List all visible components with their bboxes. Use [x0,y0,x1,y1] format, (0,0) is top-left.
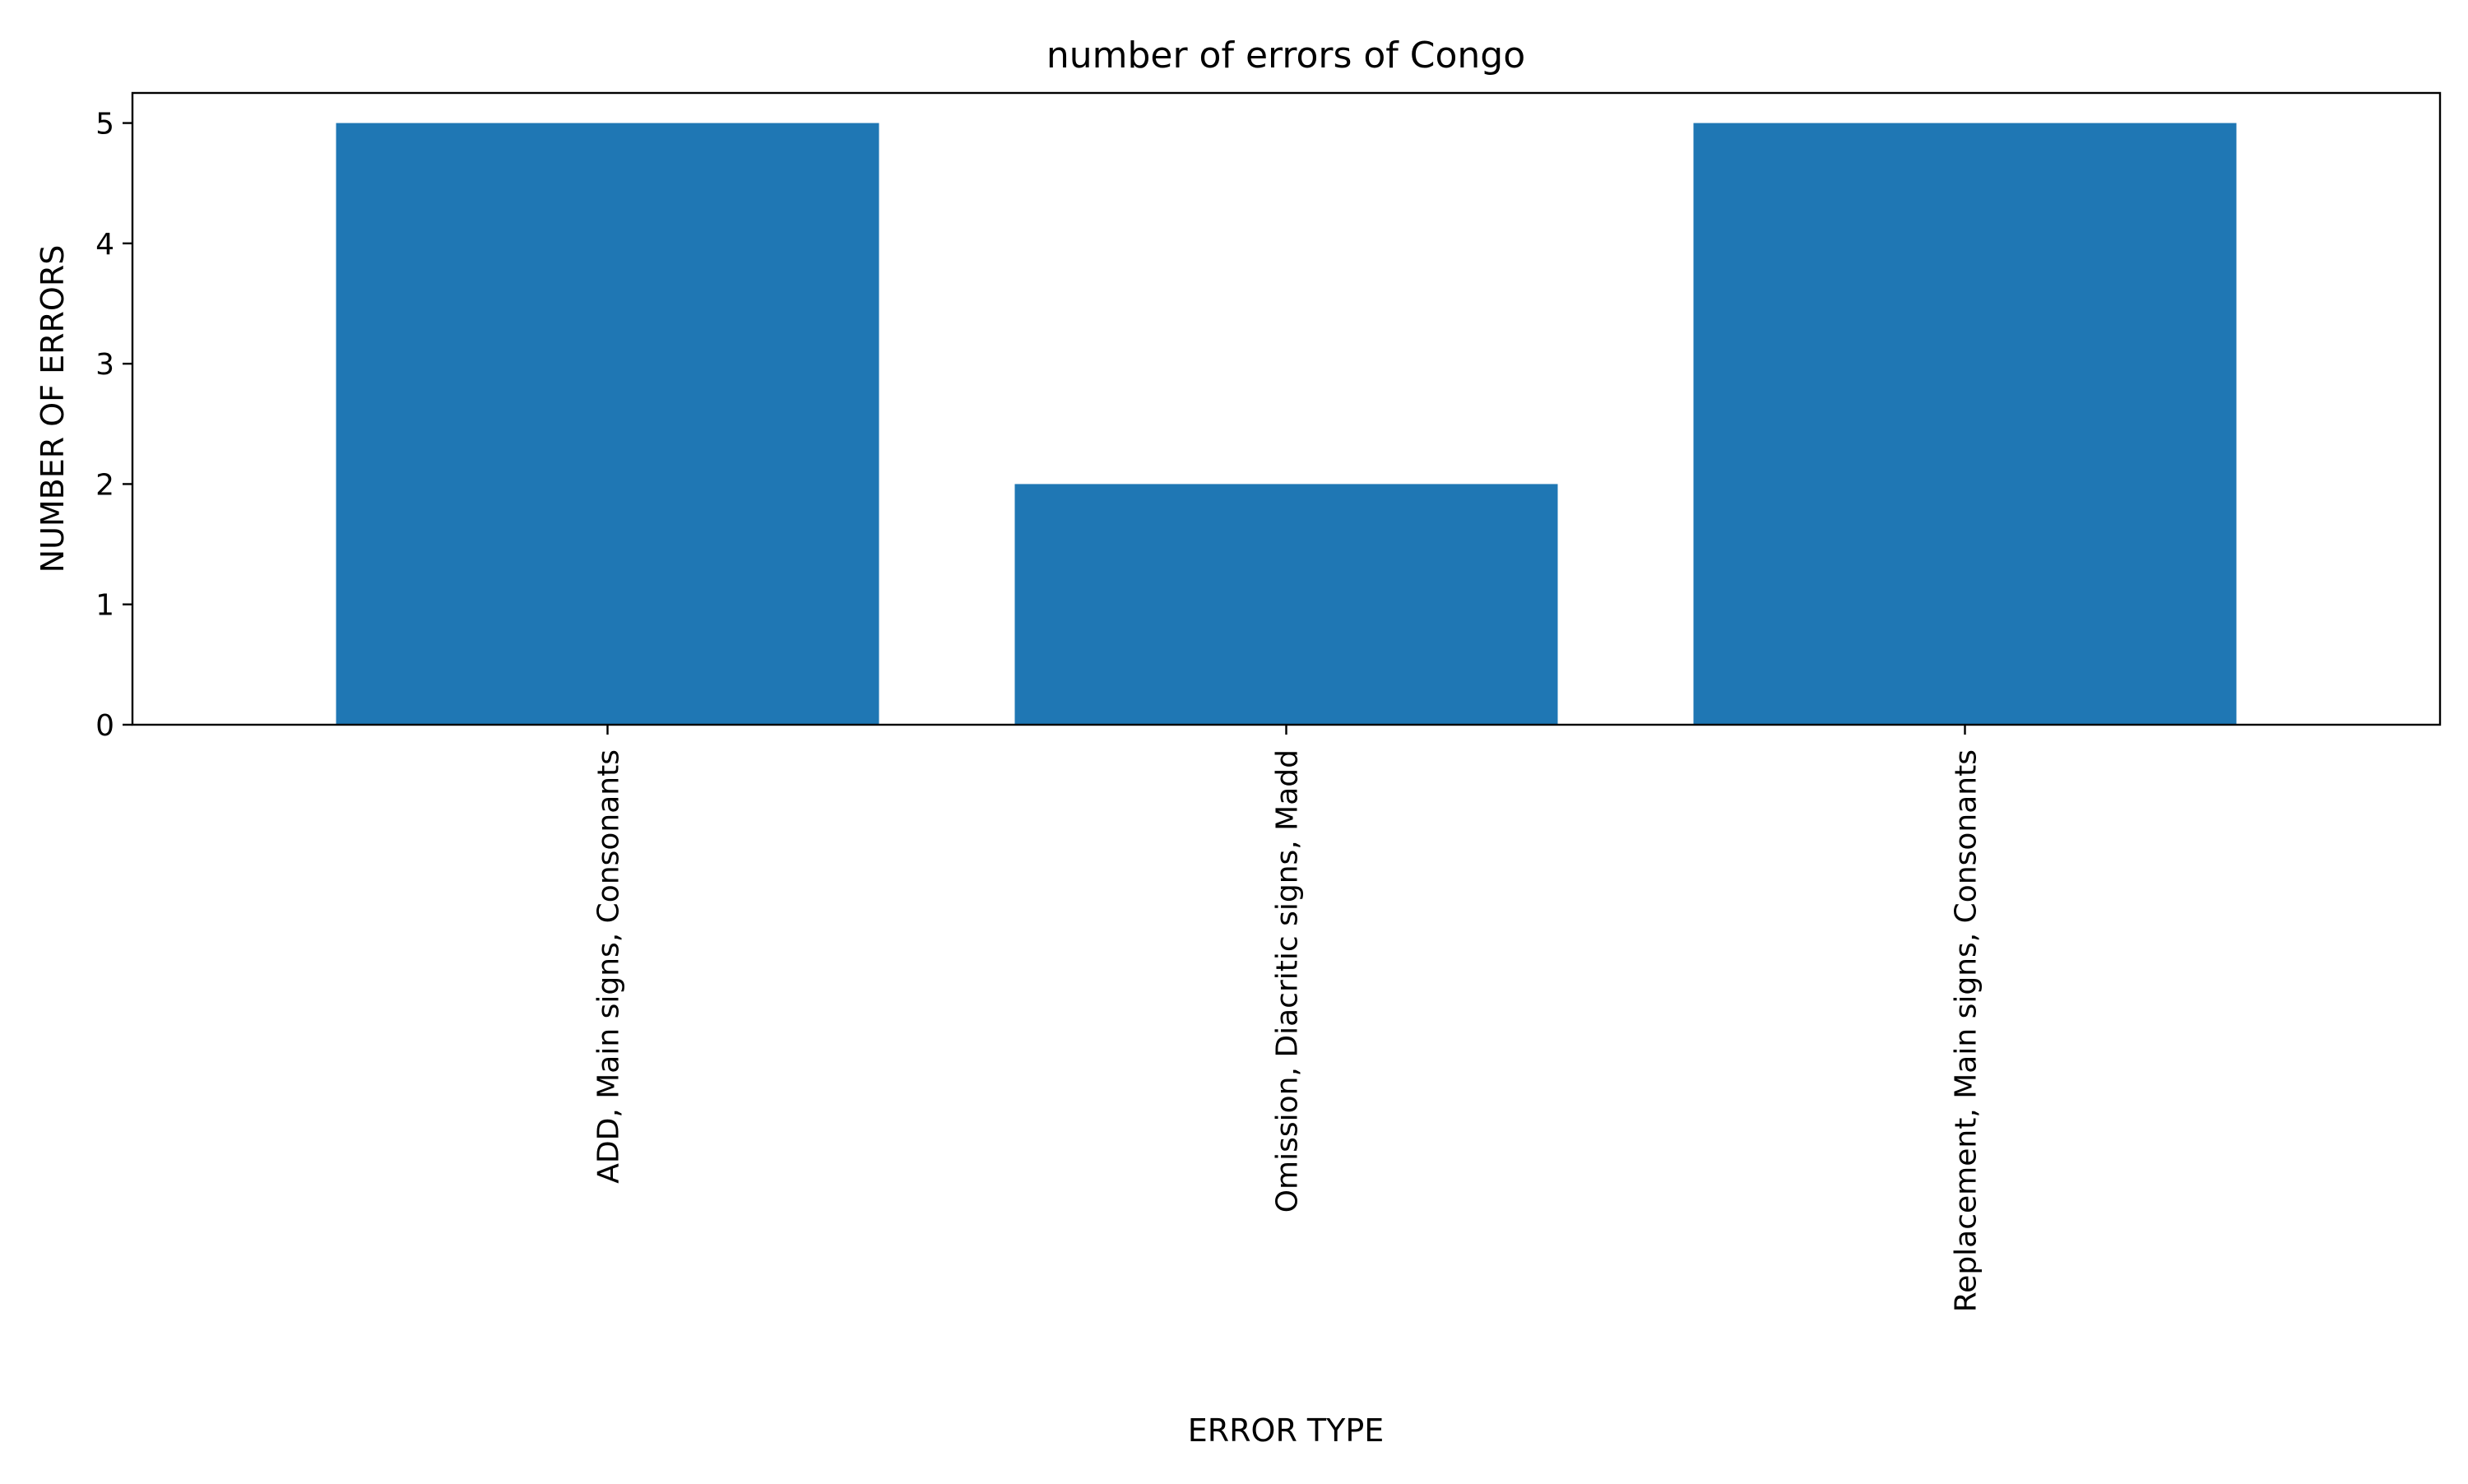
x-axis-label: ERROR TYPE [1188,1412,1385,1449]
y-tick-label-3: 3 [95,348,114,382]
y-tick-label-4: 4 [95,228,114,262]
bar-0 [336,123,879,726]
y-tick-label-2: 2 [95,468,114,502]
y-tick-label-5: 5 [95,108,114,141]
x-tick-label-2: Replacement, Main signs, Consonants [1950,749,1983,1312]
plot-area: 0 1 2 3 4 5 ADD, Main signs, Consonants Omissio… [95,91,2442,1312]
bar-2 [1693,123,2237,726]
x-tick-label-1: Omission, Diacritic signs, Madd [1271,749,1305,1213]
y-tick-label-0: 0 [95,709,114,743]
y-tick-label-1: 1 [95,589,114,623]
y-axis-label: NUMBER OF ERRORS [35,245,71,573]
chart-title: number of errors of Congo [1046,35,1525,77]
x-tick-label-0: ADD, Main signs, Consonants [592,749,626,1184]
bar-1 [1014,484,1558,725]
